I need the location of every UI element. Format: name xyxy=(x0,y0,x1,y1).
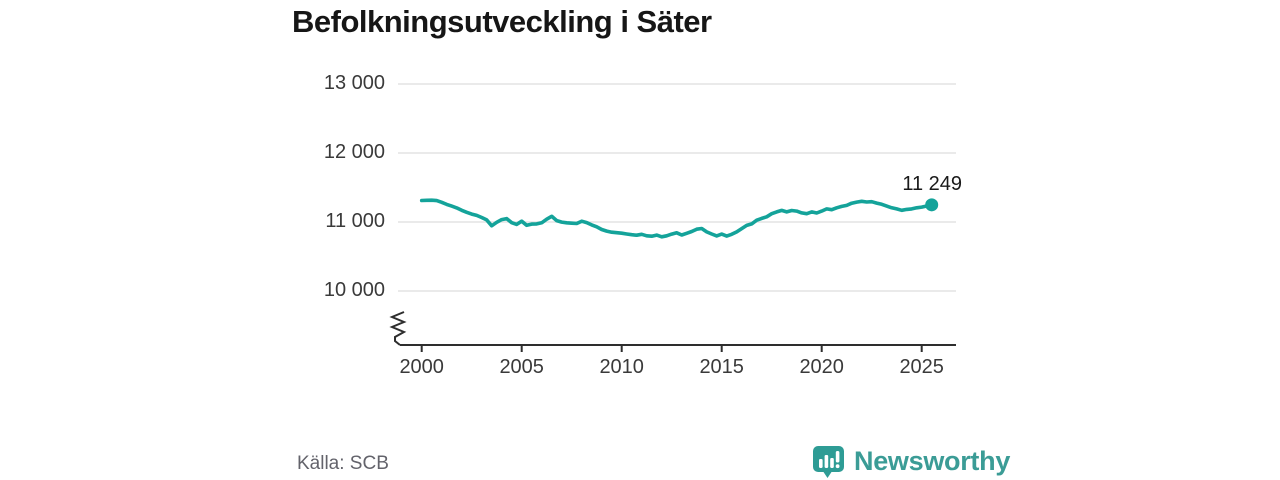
source-attribution: Källa: SCB xyxy=(297,453,389,474)
newsworthy-branding: Newsworthy xyxy=(810,443,1010,480)
y-tick-label: 10 000 xyxy=(323,279,385,301)
y-tick-label: 13 000 xyxy=(323,72,385,94)
axis-break-zigzag-icon xyxy=(389,311,407,346)
newsworthy-wordmark: Newsworthy xyxy=(854,446,1011,476)
x-tick-label: 2015 xyxy=(699,356,744,378)
x-tick-label: 2000 xyxy=(399,356,444,378)
y-tick-label: 12 000 xyxy=(323,141,385,163)
chart-title: Befolkningsutveckling i Säter xyxy=(292,4,712,39)
y-tick-label: 11 000 xyxy=(325,210,385,232)
x-tick-label: 2010 xyxy=(599,356,644,378)
last-point-value-label: 11 249 xyxy=(902,173,962,195)
population-line-series xyxy=(419,198,934,239)
x-tick-label: 2025 xyxy=(899,356,944,378)
newsworthy-speech-bubble-chart-icon xyxy=(813,446,844,478)
last-point-marker xyxy=(925,198,939,212)
x-tick-label: 2005 xyxy=(499,356,544,378)
x-tick-label: 2020 xyxy=(799,356,844,378)
